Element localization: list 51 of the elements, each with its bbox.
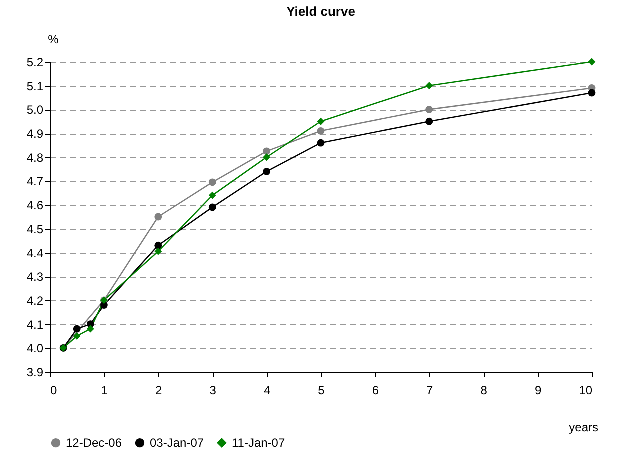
y-tick-label: 4.5 — [26, 222, 44, 236]
point — [73, 325, 81, 333]
x-tick-label: 5 — [318, 384, 326, 398]
point — [263, 154, 271, 162]
y-tick-label: 4.9 — [26, 127, 44, 142]
y-tick-label: 4.1 — [26, 318, 44, 332]
point — [588, 89, 596, 97]
y-tick-label: 4.3 — [26, 270, 44, 284]
point — [86, 325, 94, 333]
point — [154, 248, 162, 256]
y-tick-label: 4.0 — [26, 342, 44, 356]
point — [208, 192, 216, 200]
point — [317, 127, 325, 135]
x-tick-label: 3 — [210, 384, 217, 398]
y-tick-label: 4.8 — [26, 150, 44, 165]
y-tick-label: 4.4 — [26, 246, 44, 260]
point — [73, 332, 81, 340]
y-tick-label: 4.2 — [26, 294, 44, 308]
x-tick-label: 1 — [101, 384, 108, 398]
x-tick-label: 9 — [534, 384, 542, 398]
x-tick-label: 4 — [264, 384, 271, 398]
y-tick-label: 3.9 — [26, 366, 44, 380]
x-tick-label: 6 — [372, 384, 380, 398]
point — [263, 148, 271, 156]
legend-label: 12-Dec-06 — [66, 436, 122, 450]
x-tick-label: 2 — [156, 384, 163, 398]
point — [426, 118, 434, 126]
x-tick-label: 7 — [426, 384, 434, 398]
point — [154, 242, 162, 250]
chart-title: Yield curve — [286, 4, 356, 19]
point — [426, 106, 434, 114]
y-tick-label: 4.6 — [26, 198, 44, 213]
point — [208, 178, 216, 186]
x-tick-label: 0 — [50, 384, 58, 398]
point — [317, 139, 325, 147]
y-tick-label: 5.1 — [26, 79, 44, 94]
point — [263, 168, 271, 176]
legend-label: 11-Jan-07 — [232, 436, 286, 450]
point — [208, 204, 216, 212]
y-axis-title: % — [48, 32, 60, 46]
y-tick-label: 4.7 — [26, 174, 44, 189]
point — [317, 118, 325, 126]
x-tick-label: 8 — [480, 384, 488, 398]
x-axis-title: years — [569, 420, 598, 434]
legend-label: 03-Jan-07 — [150, 436, 204, 450]
y-tick-label: 5.2 — [26, 56, 44, 70]
y-tick-label: 5.0 — [26, 103, 44, 118]
x-tick-label: 10 — [579, 384, 593, 398]
point — [154, 213, 162, 221]
point — [588, 58, 596, 66]
point — [426, 82, 434, 90]
